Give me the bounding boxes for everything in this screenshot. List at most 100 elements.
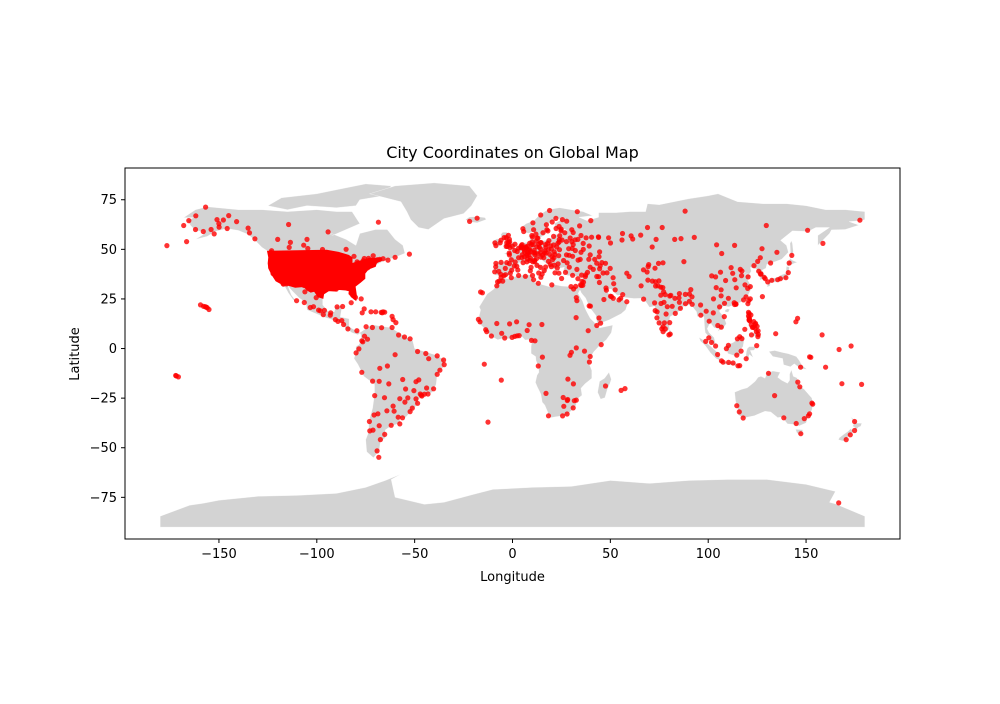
city-point — [587, 252, 593, 258]
city-point — [246, 230, 253, 236]
city-point — [732, 277, 738, 283]
city-point — [474, 215, 480, 221]
city-point — [431, 386, 437, 392]
city-point — [624, 299, 630, 305]
city-point — [535, 363, 541, 369]
city-point — [616, 297, 622, 303]
city-point — [783, 275, 789, 281]
city-point — [658, 300, 664, 307]
city-point — [407, 409, 413, 415]
city-point — [662, 326, 668, 332]
city-point — [564, 218, 570, 224]
city-point — [354, 328, 360, 334]
city-point — [848, 343, 854, 349]
city-point — [370, 378, 376, 384]
city-point — [492, 240, 498, 246]
y-axis-label: Latitude — [68, 327, 83, 381]
city-point — [375, 219, 381, 225]
city-point — [652, 300, 658, 306]
city-point — [664, 304, 670, 310]
city-point — [630, 236, 636, 242]
city-point — [654, 309, 660, 315]
city-point — [530, 220, 536, 226]
city-point — [386, 381, 392, 387]
city-point — [506, 236, 512, 242]
city-point — [334, 304, 340, 310]
city-point — [677, 305, 684, 311]
city-point — [567, 235, 573, 241]
city-point — [619, 237, 625, 243]
city-point — [654, 315, 660, 321]
city-point — [611, 281, 617, 287]
city-point — [652, 265, 658, 271]
city-point — [772, 393, 778, 399]
city-point — [596, 279, 603, 286]
x-tick-label: −50 — [401, 547, 428, 562]
city-point — [384, 408, 390, 414]
city-point — [738, 273, 745, 279]
city-point — [761, 274, 767, 280]
city-point — [547, 207, 553, 214]
city-point — [663, 311, 669, 317]
city-point — [732, 242, 738, 248]
city-point — [570, 229, 576, 236]
city-point — [376, 378, 382, 384]
city-point — [164, 243, 170, 249]
city-point — [339, 318, 345, 324]
city-point — [396, 332, 402, 338]
city-point — [726, 359, 732, 365]
city-point — [565, 376, 571, 382]
city-point — [411, 388, 417, 394]
city-point — [713, 285, 719, 291]
city-point — [540, 230, 546, 236]
city-point — [534, 235, 540, 241]
city-point — [682, 301, 689, 307]
city-point — [725, 295, 732, 301]
city-point — [820, 240, 826, 246]
city-point — [756, 268, 762, 274]
city-point — [407, 336, 413, 342]
city-point — [618, 387, 624, 393]
city-point — [413, 379, 419, 385]
city-point — [810, 401, 816, 407]
city-point — [508, 257, 514, 263]
city-point — [496, 268, 502, 274]
city-point — [360, 339, 366, 345]
city-point — [499, 330, 505, 336]
city-point — [710, 310, 716, 316]
city-point — [745, 285, 751, 291]
city-point — [765, 370, 772, 376]
city-point — [688, 287, 694, 293]
city-point — [859, 381, 865, 387]
city-point — [441, 362, 447, 368]
city-point — [493, 260, 499, 266]
city-point — [389, 324, 395, 331]
city-point — [847, 432, 853, 438]
city-point — [568, 284, 574, 290]
city-point — [564, 411, 570, 417]
city-point — [301, 242, 307, 248]
city-point — [556, 223, 562, 230]
city-point — [649, 278, 656, 284]
city-point — [553, 215, 559, 221]
city-point — [740, 415, 746, 421]
city-point — [578, 249, 584, 255]
city-point — [793, 420, 799, 427]
city-point — [512, 247, 518, 254]
city-point — [216, 221, 222, 227]
city-point — [371, 412, 377, 418]
city-point — [638, 283, 644, 289]
city-point — [353, 350, 359, 356]
city-point — [585, 328, 591, 334]
city-point — [286, 244, 292, 250]
city-point — [245, 225, 251, 231]
x-tick-label: −100 — [299, 547, 335, 562]
city-point — [610, 275, 616, 281]
city-point — [302, 289, 308, 295]
city-point — [798, 431, 804, 437]
city-point — [588, 218, 594, 224]
city-point — [537, 264, 544, 270]
city-point — [852, 418, 858, 425]
city-point — [376, 423, 382, 429]
